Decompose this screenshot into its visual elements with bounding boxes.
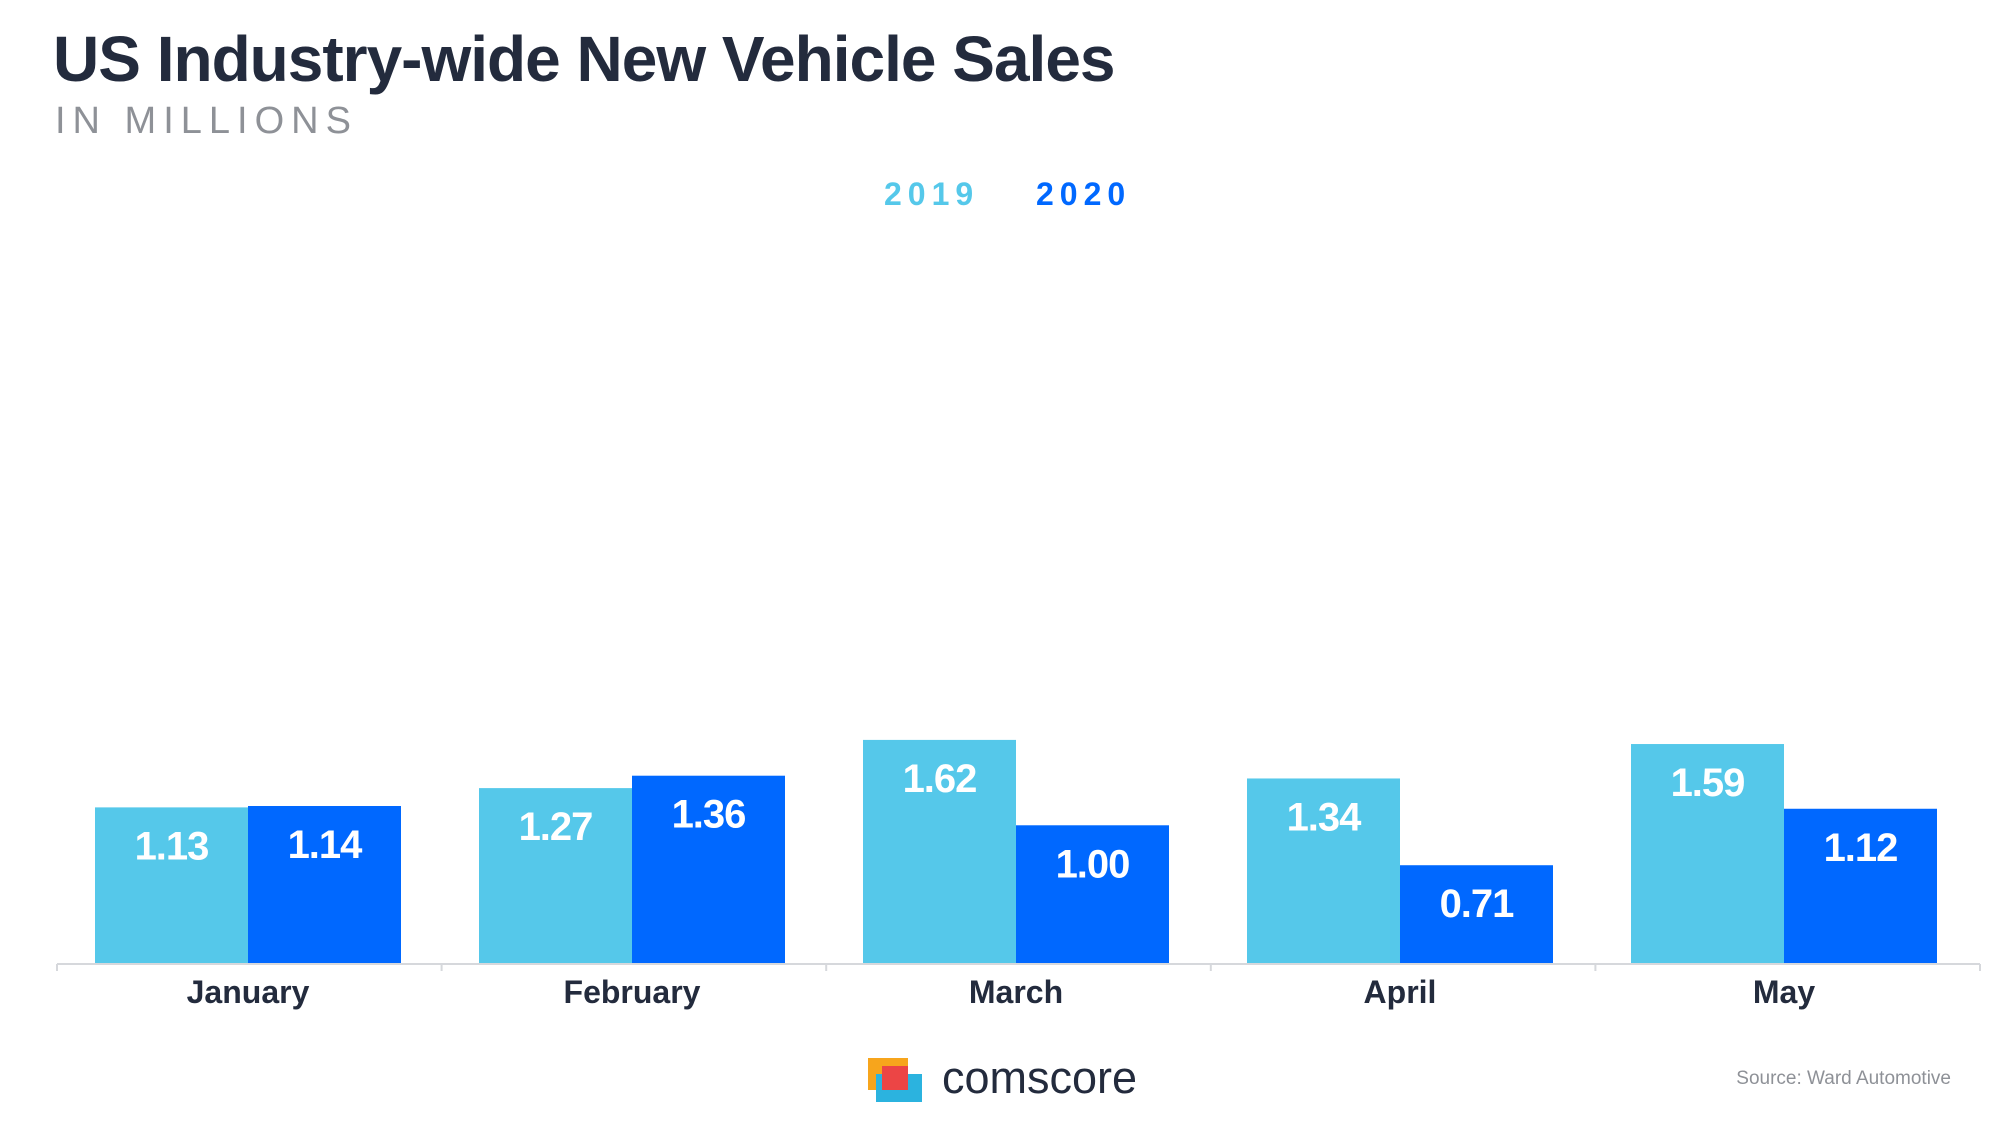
x-tick-label-april: April <box>1364 974 1437 1010</box>
chart-subtitle: IN MILLIONS <box>55 100 358 142</box>
data-label-2020-april: 0.71 <box>1440 882 1515 926</box>
source-note: Source: Ward Automotive <box>1736 1068 1951 1089</box>
data-label-2020-february: 1.36 <box>672 793 746 837</box>
data-label-2019-january: 1.13 <box>135 824 209 868</box>
bar-2019-april <box>1247 778 1400 963</box>
legend-item-2019: 2019 <box>884 176 980 212</box>
bar-2019-may <box>1631 744 1784 963</box>
data-label-2019-april: 1.34 <box>1287 795 1363 839</box>
data-label-2019-march: 1.62 <box>903 757 977 801</box>
comscore-logo-icon <box>868 1058 922 1102</box>
bar-2020-january <box>248 806 401 963</box>
chart-title: US Industry-wide New Vehicle Sales <box>53 23 1115 95</box>
chart-legend: 2019 2020 <box>0 176 2000 220</box>
data-label-2020-may: 1.12 <box>1824 826 1898 870</box>
comscore-logo: comscore <box>866 1052 1146 1106</box>
bar-2020-may <box>1784 808 1937 963</box>
comscore-logo-text: comscore <box>942 1052 1138 1103</box>
x-tick-label-march: March <box>969 974 1063 1010</box>
bar-2019-march <box>863 739 1016 963</box>
data-label-2019-may: 1.59 <box>1671 761 1745 805</box>
bar-2019-february <box>479 788 632 963</box>
data-label-2019-february: 1.27 <box>519 805 593 849</box>
x-tick-label-may: May <box>1753 974 1815 1010</box>
legend-item-2020: 2020 <box>1036 176 1132 212</box>
x-tick-label-february: February <box>564 974 701 1010</box>
data-label-2020-january: 1.14 <box>288 823 364 867</box>
data-label-2020-march: 1.00 <box>1056 842 1130 886</box>
x-tick-label-january: January <box>187 974 310 1010</box>
bar-2020-march <box>1016 825 1169 963</box>
bar-2020-february <box>632 775 785 963</box>
bar-2019-january <box>95 807 248 963</box>
bar-2020-april <box>1400 865 1553 963</box>
